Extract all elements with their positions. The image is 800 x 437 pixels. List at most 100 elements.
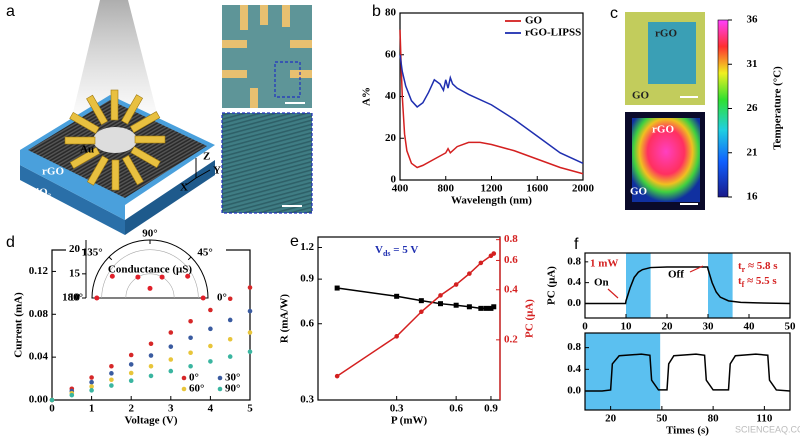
marker (168, 357, 174, 362)
scale-bar (680, 203, 698, 205)
illustration-label: X (180, 182, 188, 194)
x-tick-label: 50 (785, 321, 797, 333)
marker (208, 307, 213, 313)
annotation-part: V (375, 244, 383, 256)
marker (491, 304, 497, 310)
shaded-interval (585, 333, 661, 410)
micrograph-bottom (221, 112, 313, 214)
marker (89, 384, 94, 389)
x-tick-label: 5 (247, 403, 253, 415)
plot-frame (317, 236, 501, 401)
shaded-interval (626, 253, 651, 318)
legend-swatch (181, 375, 187, 381)
marker (491, 251, 497, 256)
electrodes (64, 89, 166, 191)
marker (453, 282, 459, 287)
x-tick-label: 20 (662, 321, 674, 333)
annotation-part: t (738, 260, 742, 272)
series-line (585, 266, 791, 305)
rgo-region (648, 22, 696, 84)
image-label: GO (630, 186, 648, 198)
marker (168, 344, 174, 349)
theta-tick-label: 90° (142, 228, 157, 240)
colorbar-tick-label: 26 (747, 102, 759, 114)
y2-tick-label: 0.2 (504, 333, 518, 345)
marker (188, 335, 193, 341)
series-line (399, 29, 584, 175)
watermark: SCIENCEAQ.COM (735, 424, 800, 434)
polar-point (147, 285, 153, 291)
marker (418, 298, 424, 304)
marker (148, 363, 154, 369)
marker (208, 343, 213, 349)
y-tick-label: 0.4 (567, 363, 581, 375)
y2-axis-label: PC (μA) (524, 299, 536, 338)
shaded-interval (708, 253, 733, 318)
theta-tick-label: 180° (62, 292, 83, 304)
slab-right (125, 160, 215, 235)
colorbar-tick-label: 31 (747, 58, 758, 70)
legend-label: GO (525, 15, 543, 27)
marker (478, 260, 484, 266)
marker (438, 301, 444, 307)
image-label: rGO (652, 124, 674, 136)
zoom-box (274, 61, 301, 98)
y2-tick-label: 0.4 (504, 283, 518, 295)
annotation-part: ≈ 5.5 s (744, 275, 777, 287)
panel-letter: b (372, 3, 381, 20)
annotation-arrow (689, 265, 704, 273)
y-tick-label: 1.2 (300, 241, 314, 253)
panel-letter: a (6, 3, 15, 20)
colorbar-label: Temperature (°C) (772, 66, 784, 150)
marker (208, 359, 213, 364)
marker (109, 371, 114, 376)
scale-bar (282, 205, 302, 207)
polar-point (109, 273, 115, 279)
marker (488, 305, 494, 311)
micro-fingers (222, 5, 312, 108)
x-tick-label: 0.3 (390, 403, 404, 415)
y-tick-label: 0.3 (300, 394, 314, 406)
image-label: rGO (655, 28, 677, 40)
x-tick-label: 800 (438, 183, 455, 195)
illustration-label: rGO (42, 166, 64, 178)
x-tick-label: 1 (89, 403, 95, 415)
series-line (399, 54, 584, 164)
marker (49, 397, 55, 403)
x-tick-label: 20 (605, 413, 617, 425)
slab-left (20, 165, 125, 235)
marker (208, 326, 213, 332)
marker (168, 368, 174, 374)
marker (128, 362, 134, 367)
marker (247, 285, 253, 290)
thermal-field (632, 118, 700, 202)
plot-frame (399, 12, 584, 181)
marker (168, 330, 174, 335)
marker (188, 350, 193, 356)
polar-frame (91, 239, 209, 299)
x-tick-label: 30 (703, 321, 715, 333)
marker (109, 377, 114, 383)
scale-bar (680, 96, 698, 98)
marker (148, 373, 154, 379)
marker (188, 363, 193, 369)
x-tick-label: 80 (708, 413, 720, 425)
x-tick-label: 2000 (572, 183, 595, 195)
illustration-label: SiO₂ (30, 187, 52, 199)
marker (438, 293, 443, 298)
colorbar-tick-label: 16 (747, 191, 759, 203)
y-tick-label: 0.08 (29, 308, 49, 320)
x-axis-label: Times (s) (666, 425, 709, 437)
annotation-part: f (742, 280, 745, 289)
colorbar (717, 19, 729, 198)
legend-label: rGO-LIPSS (525, 27, 581, 39)
marker (227, 296, 233, 302)
annotation-part: r (742, 265, 746, 274)
x-tick-label: 400 (392, 183, 409, 195)
y-axis-label: R (mA/W) (279, 294, 291, 344)
marker (89, 388, 94, 393)
y-tick-label: 0.8 (567, 341, 581, 353)
theta-tick-label: 135° (82, 246, 103, 258)
illustration-label: Au (80, 144, 94, 156)
